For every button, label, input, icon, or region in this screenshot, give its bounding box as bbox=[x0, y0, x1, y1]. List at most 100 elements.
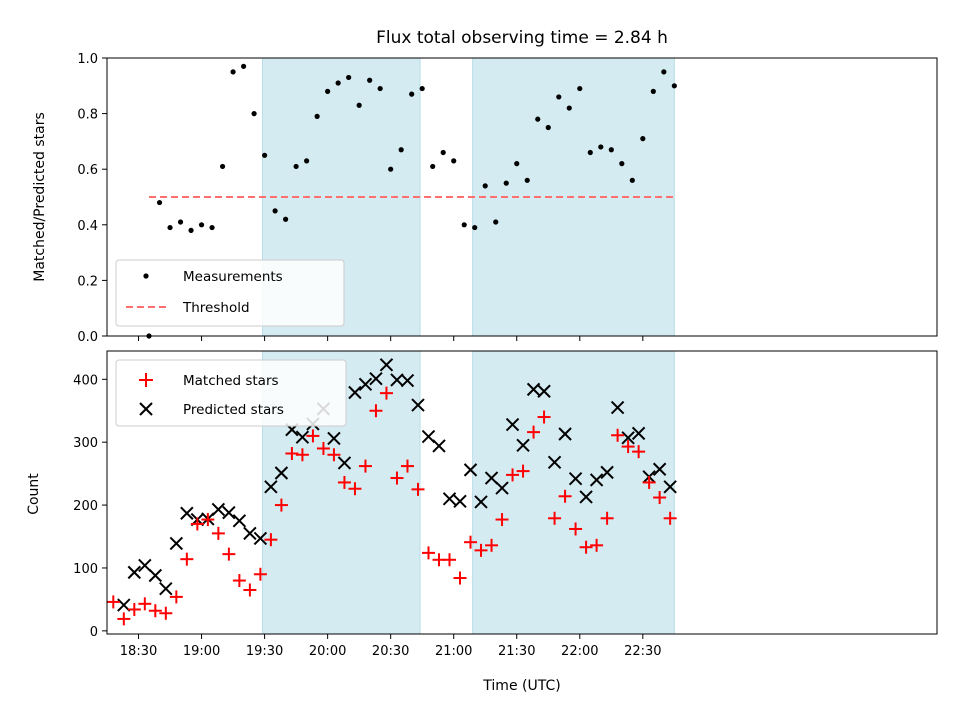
matched-star-point bbox=[348, 482, 362, 496]
matched-star-point bbox=[222, 547, 236, 561]
bottom-xtick-label: 20:30 bbox=[372, 644, 409, 659]
measurement-point bbox=[261, 152, 268, 158]
legend-label-matched: Matched stars bbox=[183, 373, 279, 389]
measurement-point bbox=[577, 85, 583, 92]
matched-star-point bbox=[516, 464, 530, 478]
top-y-axis-label: Matched/Predicted stars bbox=[32, 112, 48, 282]
bottom-y-axis-label: Count bbox=[26, 473, 42, 515]
matched-star-point bbox=[642, 475, 656, 489]
matched-star-point bbox=[421, 546, 435, 560]
matched-star-point bbox=[327, 448, 341, 462]
matched-star-point bbox=[663, 511, 677, 525]
measurement-point bbox=[451, 158, 457, 164]
measurement-point bbox=[472, 224, 478, 231]
matched-star-point bbox=[117, 612, 131, 626]
predicted-star-point bbox=[537, 384, 551, 398]
matched-star-point bbox=[306, 429, 320, 443]
bottom-legend: Matched stars Predicted stars bbox=[115, 359, 347, 427]
predicted-star-point bbox=[516, 438, 530, 453]
top-plot-frame bbox=[106, 57, 938, 337]
predicted-star-point bbox=[463, 463, 478, 477]
measurement-point bbox=[640, 136, 646, 142]
bot-ytick-label: 0 bbox=[90, 625, 98, 640]
legend-marker-matched bbox=[139, 373, 153, 387]
matched-star-point bbox=[474, 543, 488, 557]
legend-label-threshold: Threshold bbox=[182, 300, 250, 316]
measurement-point bbox=[367, 77, 373, 83]
measurement-point bbox=[629, 177, 635, 183]
predicted-star-point bbox=[117, 598, 131, 612]
top-ytick-label: 0.8 bbox=[77, 108, 98, 123]
predicted-star-point bbox=[652, 462, 667, 476]
matched-star-point bbox=[243, 583, 257, 597]
matched-star-point bbox=[495, 513, 509, 527]
measurement-point bbox=[661, 69, 667, 75]
measurement-point bbox=[251, 111, 257, 117]
matched-star-point bbox=[379, 386, 393, 400]
bottom-xtick-label: 19:00 bbox=[183, 644, 220, 659]
matched-star-point bbox=[632, 445, 646, 459]
chart-title: Flux total observing time = 2.84 h bbox=[376, 28, 668, 48]
predicted-star-point bbox=[631, 426, 646, 441]
predicted-star-point bbox=[159, 582, 173, 596]
matched-star-point bbox=[264, 533, 278, 547]
measurement-point bbox=[545, 124, 551, 131]
matched-star-point bbox=[148, 604, 162, 618]
matched-star-point bbox=[464, 535, 478, 549]
predicted-star-point bbox=[358, 377, 373, 392]
predicted-star-point bbox=[474, 495, 488, 509]
measurement-point bbox=[272, 208, 278, 214]
matched-star-point bbox=[390, 471, 404, 485]
measurement-point bbox=[566, 105, 572, 111]
predicted-star-point bbox=[600, 465, 614, 480]
measurement-point bbox=[671, 83, 677, 89]
matched-star-point bbox=[527, 425, 541, 439]
predicted-star-point bbox=[568, 471, 583, 486]
top-ytick-label: 0.4 bbox=[77, 219, 98, 234]
predicted-star-point bbox=[442, 492, 457, 506]
matched-star-point bbox=[485, 538, 499, 552]
measurement-point bbox=[587, 149, 593, 156]
measurement-point bbox=[388, 166, 394, 172]
bottom-xtick-label: 21:00 bbox=[435, 644, 472, 659]
bottom-xtick-label: 22:00 bbox=[561, 644, 598, 659]
legend-label-measurements: Measurements bbox=[183, 269, 283, 285]
matched-star-point bbox=[316, 441, 330, 455]
predicted-star-point bbox=[274, 466, 289, 480]
matched-star-point bbox=[569, 522, 583, 536]
measurement-point bbox=[493, 219, 499, 225]
top-ytick-label: 0.0 bbox=[77, 330, 98, 345]
bot-shaded-span-1 bbox=[472, 350, 675, 635]
measurement-point bbox=[230, 69, 236, 75]
predicted-star-point bbox=[484, 471, 499, 485]
matched-star-point bbox=[211, 526, 225, 540]
predicted-star-point bbox=[495, 481, 509, 495]
matched-star-point bbox=[411, 482, 425, 496]
measurement-point bbox=[398, 147, 404, 153]
predicted-star-point bbox=[379, 358, 394, 372]
predicted-star-point bbox=[558, 427, 572, 441]
matched-star-point bbox=[621, 440, 635, 454]
measurement-point bbox=[335, 80, 341, 86]
legend-marker-measurements bbox=[143, 273, 149, 279]
predicted-star-point bbox=[610, 400, 625, 415]
measurement-point bbox=[440, 149, 446, 156]
predicted-star-point bbox=[232, 514, 247, 528]
matched-star-point bbox=[253, 567, 267, 581]
measurement-point bbox=[608, 147, 614, 153]
measurement-point bbox=[419, 85, 425, 92]
top-ytick-label: 0.2 bbox=[77, 274, 98, 289]
predicted-star-point bbox=[411, 398, 425, 412]
matched-star-point bbox=[138, 597, 152, 611]
measurement-point bbox=[650, 88, 656, 94]
predicted-star-point bbox=[589, 473, 604, 487]
matched-star-point bbox=[443, 553, 457, 567]
matched-star-point bbox=[169, 590, 183, 604]
predicted-star-point bbox=[138, 558, 152, 573]
legend-label-predicted: Predicted stars bbox=[183, 402, 284, 418]
measurement-point bbox=[325, 88, 331, 94]
matched-star-point bbox=[159, 606, 173, 620]
measurement-point bbox=[482, 183, 488, 189]
measurement-point bbox=[619, 161, 625, 167]
